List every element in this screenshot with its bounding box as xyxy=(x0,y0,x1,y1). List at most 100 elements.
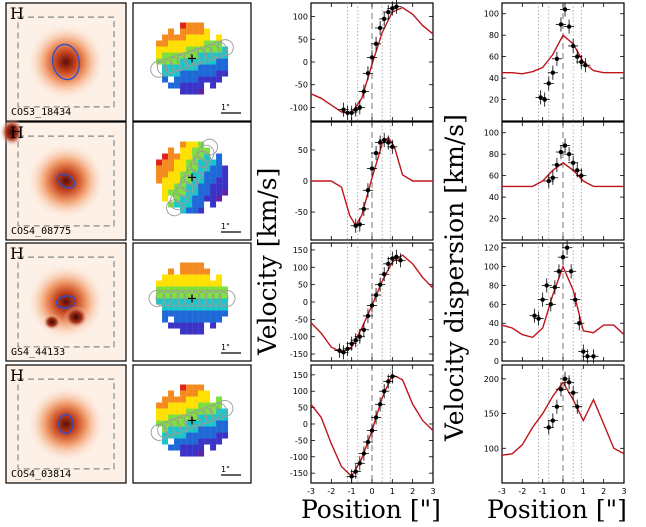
aperture-circle xyxy=(163,419,181,437)
velocity-map-pixel xyxy=(168,165,175,172)
velocity-map-pixel xyxy=(198,322,205,329)
data-point xyxy=(390,374,395,379)
velocity-map-pixel xyxy=(186,177,193,184)
velocity-map-pixel xyxy=(186,40,193,47)
aperture-circle xyxy=(169,193,187,211)
velocity-map-pixel xyxy=(222,171,229,178)
data-point xyxy=(353,337,358,343)
y-tick-label: -50 xyxy=(295,208,308,217)
y-tick-label: -100 xyxy=(290,103,308,112)
data-point xyxy=(583,63,588,68)
aperture-circle xyxy=(183,412,201,429)
velocity-map-pixel xyxy=(180,390,187,397)
velocity-map-pixel xyxy=(210,76,217,83)
velocity-map-pixel xyxy=(192,292,199,299)
velocity-map-pixel xyxy=(156,402,163,409)
velocity-map-pixel xyxy=(192,280,199,287)
velocity-map-pixel xyxy=(186,420,193,427)
velocity-map-pixel xyxy=(222,432,229,439)
velocity-map-pixel xyxy=(204,310,211,317)
velocity-map-pixel xyxy=(180,450,187,457)
velocity-map-pixel xyxy=(186,28,193,35)
velocity-map-pixel xyxy=(192,40,199,47)
data-point xyxy=(386,261,391,267)
velocity-map-pixel xyxy=(192,274,199,281)
aperture-circle xyxy=(190,156,208,174)
aperture-circle xyxy=(201,138,218,156)
data-point xyxy=(386,9,391,15)
dispersion-position-label: Position ["] xyxy=(487,495,627,524)
ifu-footprint xyxy=(17,378,115,470)
galaxy-light xyxy=(27,386,105,462)
velocity-map-pixel xyxy=(174,402,181,409)
y-tick-label: 40 xyxy=(489,193,499,202)
x-tick-label: -2 xyxy=(327,487,335,496)
velocity-map-pixel xyxy=(186,165,193,172)
velocity-map-pixel xyxy=(162,310,169,317)
dispersion-plot: 20 40 60 80 100 xyxy=(484,2,625,122)
half-light-ellipse xyxy=(58,413,74,435)
velocity-map-pixel xyxy=(174,322,181,329)
velocity-map-pixel xyxy=(210,322,217,329)
velocity-map-pixel xyxy=(210,201,217,208)
band-label: H xyxy=(10,366,24,385)
velocity-map-pixel xyxy=(216,286,223,293)
velocity-map-pixel xyxy=(222,310,229,317)
velocity-map-pixel xyxy=(186,450,193,457)
aperture-circle xyxy=(162,290,180,307)
velocity-plot: -150 -100 -50 0 50 100 150 xyxy=(290,242,434,362)
velocity-map-pixel xyxy=(192,414,199,421)
velocity-map-pixel xyxy=(174,52,181,59)
data-point xyxy=(532,313,537,318)
aperture-circle xyxy=(166,199,183,217)
velocity-map-pixel xyxy=(162,414,169,421)
velocity-map-pixel xyxy=(216,153,223,160)
y-tick-label: -100 xyxy=(290,453,308,462)
data-point xyxy=(390,6,395,11)
velocity-map-pixel xyxy=(192,22,199,29)
data-point xyxy=(373,415,379,420)
velocity-map-pixel xyxy=(186,262,193,269)
velocity-map-pixel xyxy=(198,390,205,397)
x-tick-label: 0 xyxy=(369,487,374,496)
y-tick-label: 100 xyxy=(484,263,499,272)
velocity-map-pixel xyxy=(204,414,211,421)
velocity-map-pixel xyxy=(198,147,205,154)
velocity-map-pixel xyxy=(180,183,187,190)
velocity-map-pixel xyxy=(216,432,223,439)
velocity-map-pixel xyxy=(192,28,199,35)
velocity-map-pixel xyxy=(192,322,199,329)
data-point xyxy=(546,81,551,86)
y-tick-label: 100 xyxy=(484,10,499,19)
velocity-map-pixel xyxy=(198,40,205,47)
velocity-map-pixel xyxy=(180,88,187,95)
velocity-map-pixel xyxy=(198,310,205,317)
data-point xyxy=(570,160,576,165)
scale-label: 1" xyxy=(221,343,230,352)
aperture-circle xyxy=(197,290,215,307)
velocity-axis-label: Velocity [km/s] xyxy=(253,168,282,356)
row-0: H COS3_18434 1" -100 -50 0 50 100 20 40 60 80 100 xyxy=(5,0,625,122)
aperture-circle xyxy=(203,404,221,422)
velocity-map-pixel xyxy=(210,165,217,172)
velocity-map-pixel xyxy=(186,76,193,83)
velocity-map-pixel xyxy=(198,88,205,95)
velocity-map-pixel xyxy=(180,316,187,323)
data-point xyxy=(365,188,371,193)
velocity-map-pixel xyxy=(168,159,175,166)
velocity-map-pixel xyxy=(192,64,199,71)
data-point xyxy=(575,168,580,173)
velocity-map-pixel xyxy=(192,171,199,178)
velocity-map-pixel xyxy=(186,82,193,89)
velocity-map-pixel xyxy=(168,64,175,71)
velocity-map-pixel xyxy=(192,310,199,317)
velocity-map-pixel xyxy=(204,40,211,47)
velocity-map-pixel xyxy=(192,207,199,214)
velocity-map-pixel xyxy=(186,159,193,166)
velocity-map-pixel xyxy=(156,171,163,178)
velocity-map-pixel xyxy=(222,177,229,184)
velocity-map-pixel xyxy=(186,183,193,190)
data-point xyxy=(570,43,576,49)
y-tick-label: 120 xyxy=(484,244,499,253)
velocity-map-pixel xyxy=(180,40,187,47)
